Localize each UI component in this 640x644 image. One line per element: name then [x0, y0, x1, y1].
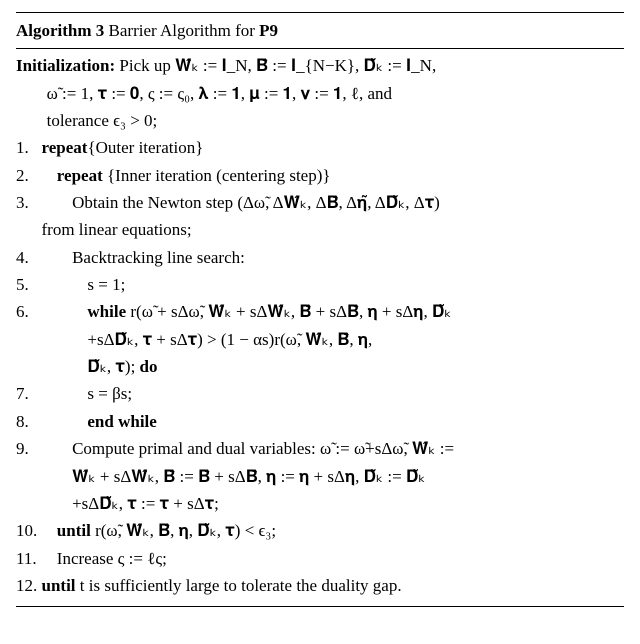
step-keyword: do	[140, 357, 158, 376]
init-line-3: tolerance ϵ₃ > 0;	[16, 108, 624, 134]
step-text: until t is sufficiently large to tolerat…	[42, 573, 625, 599]
step-keyword: repeat	[57, 166, 103, 185]
algo-title-text: Barrier Algorithm for	[104, 21, 259, 40]
algo-step: 2.repeat {Inner iteration (centering ste…	[16, 163, 624, 189]
algo-step: 3. Obtain the Newton step (Δω̃, Δ𝐖̂ₖ, Δ𝐁̂…	[16, 190, 624, 216]
step-rest: +sΔ𝐃̃ₖ, 𝛕 + sΔ𝛕) > (1 − αs)r(ω̃, 𝐖̂ₖ, 𝐁̂…	[87, 330, 372, 349]
algo-step: 1.repeat{Outer iteration}	[16, 135, 624, 161]
algo-step: 𝐃̃ₖ, 𝛕); do	[16, 354, 624, 380]
algo-step: 7. s = βs;	[16, 381, 624, 407]
step-number: 5.	[16, 272, 42, 298]
algo-step: 9. Compute primal and dual variables: ω̃ …	[16, 436, 624, 462]
step-keyword: until	[42, 576, 76, 595]
algo-step: 4. Backtracking line search:	[16, 245, 624, 271]
step-number: 7.	[16, 381, 42, 407]
step-rest: from linear equations;	[42, 220, 192, 239]
init-text-2: ω̃ := 1, 𝛕 := 𝟎, ς := ς₀, 𝛌 := 𝟏, 𝛍 := 𝟏…	[16, 81, 624, 107]
step-rest: +sΔ𝐃̃ₖ, 𝛕 := 𝛕 + sΔ𝛕;	[72, 494, 219, 513]
step-text: s = βs;	[42, 381, 625, 407]
algorithm-steps: 1.repeat{Outer iteration}2.repeat {Inner…	[16, 135, 624, 599]
step-rest: {Outer iteration}	[87, 138, 203, 157]
algo-step: 11. Increase ς := ℓς;	[16, 546, 624, 572]
step-number: 8.	[16, 409, 42, 435]
step-text: repeat {Inner iteration (centering step)…	[42, 163, 625, 189]
algo-step: 5. s = 1;	[16, 272, 624, 298]
step-number: 4.	[16, 245, 42, 271]
algo-step: 6.while r(ω̃ + sΔω̃, 𝐖̂ₖ + sΔ𝐖̂ₖ, 𝐁̂ + s…	[16, 299, 624, 325]
step-text: while r(ω̃ + sΔω̃, 𝐖̂ₖ + sΔ𝐖̂ₖ, 𝐁̂ + sΔ𝐁…	[42, 299, 625, 325]
algo-step: 𝐖̂ₖ + sΔ𝐖̂ₖ, 𝐁̂ := 𝐁̂ + sΔ𝐁̂, 𝛈 := 𝛈 + s…	[16, 464, 624, 490]
step-number: 6.	[16, 299, 42, 325]
init-keyword: Initialization:	[16, 56, 115, 75]
step-keyword: end while	[87, 412, 156, 431]
init-text-1: Pick up 𝐖̂ₖ := 𝐈_N, 𝐁̂ := 𝐈_{N−K}, 𝐃̃ₖ :…	[115, 56, 436, 75]
step-number: 11.	[16, 546, 42, 572]
step-rest: {Inner iteration (centering step)}	[103, 166, 331, 185]
init-text-3: tolerance ϵ₃ > 0;	[16, 108, 624, 134]
algo-step: 12.until t is sufficiently large to tole…	[16, 573, 624, 599]
algorithm-box: Algorithm 3 Barrier Algorithm for P9 Ini…	[16, 12, 624, 607]
algo-step: from linear equations;	[16, 217, 624, 243]
step-rest: 𝐖̂ₖ + sΔ𝐖̂ₖ, 𝐁̂ := 𝐁̂ + sΔ𝐁̂, 𝛈 := 𝛈 + s…	[72, 467, 425, 486]
step-text: +sΔ𝐃̃ₖ, 𝛕 + sΔ𝛕) > (1 − αs)r(ω̃, 𝐖̂ₖ, 𝐁̂…	[42, 327, 625, 353]
step-text: until r(ω̃, 𝐖̂ₖ, 𝐁̂, 𝛈, 𝐃̃ₖ, 𝛕) < ϵ₃;	[42, 518, 625, 544]
step-rest: Increase ς := ℓς;	[57, 549, 167, 568]
algo-problem: P9	[259, 21, 278, 40]
init-line-1: Initialization: Pick up 𝐖̂ₖ := 𝐈_N, 𝐁̂ :…	[16, 53, 624, 79]
step-text: Obtain the Newton step (Δω̃, Δ𝐖̂ₖ, Δ𝐁̂, …	[42, 190, 625, 216]
step-number: 10.	[16, 518, 42, 544]
step-text: from linear equations;	[42, 217, 625, 243]
step-text: s = 1;	[42, 272, 625, 298]
step-number: 3.	[16, 190, 42, 216]
step-text: Backtracking line search:	[42, 245, 625, 271]
algo-number: Algorithm 3	[16, 21, 104, 40]
step-keyword: while	[87, 302, 126, 321]
algorithm-title: Algorithm 3 Barrier Algorithm for P9	[16, 16, 624, 49]
step-keyword: repeat	[42, 138, 88, 157]
step-rest: s = 1;	[87, 275, 125, 294]
step-number: 9.	[16, 436, 42, 462]
step-number: 12.	[16, 573, 42, 599]
step-text: 𝐖̂ₖ + sΔ𝐖̂ₖ, 𝐁̂ := 𝐁̂ + sΔ𝐁̂, 𝛈 := 𝛈 + s…	[42, 464, 625, 490]
step-rest: r(ω̃ + sΔω̃, 𝐖̂ₖ + sΔ𝐖̂ₖ, 𝐁̂ + sΔ𝐁̂, 𝛈 +…	[126, 302, 451, 321]
step-keyword: until	[57, 521, 91, 540]
step-rest: Obtain the Newton step (Δω̃, Δ𝐖̂ₖ, Δ𝐁̂, …	[72, 193, 440, 212]
algo-step: 8. end while	[16, 409, 624, 435]
step-rest: 𝐃̃ₖ, 𝛕);	[87, 357, 139, 376]
step-rest: Compute primal and dual variables: ω̃ :=…	[72, 439, 454, 458]
step-text: Increase ς := ℓς;	[42, 546, 625, 572]
step-text: 𝐃̃ₖ, 𝛕); do	[42, 354, 625, 380]
step-text: Compute primal and dual variables: ω̃ :=…	[42, 436, 625, 462]
step-number: 1.	[16, 135, 42, 161]
step-rest: s = βs;	[87, 384, 132, 403]
algo-step: 10.until r(ω̃, 𝐖̂ₖ, 𝐁̂, 𝛈, 𝐃̃ₖ, 𝛕) < ϵ₃;	[16, 518, 624, 544]
step-rest: t is sufficiently large to tolerate the …	[76, 576, 402, 595]
step-text: end while	[42, 409, 625, 435]
step-rest: Backtracking line search:	[72, 248, 245, 267]
step-rest: r(ω̃, 𝐖̂ₖ, 𝐁̂, 𝛈, 𝐃̃ₖ, 𝛕) < ϵ₃;	[91, 521, 276, 540]
algo-step: +sΔ𝐃̃ₖ, 𝛕 + sΔ𝛕) > (1 − αs)r(ω̃, 𝐖̂ₖ, 𝐁̂…	[16, 327, 624, 353]
init-line-2: ω̃ := 1, 𝛕 := 𝟎, ς := ς₀, 𝛌 := 𝟏, 𝛍 := 𝟏…	[16, 81, 624, 107]
step-text: +sΔ𝐃̃ₖ, 𝛕 := 𝛕 + sΔ𝛕;	[42, 491, 625, 517]
step-text: repeat{Outer iteration}	[42, 135, 625, 161]
algo-step: +sΔ𝐃̃ₖ, 𝛕 := 𝛕 + sΔ𝛕;	[16, 491, 624, 517]
step-number: 2.	[16, 163, 42, 189]
